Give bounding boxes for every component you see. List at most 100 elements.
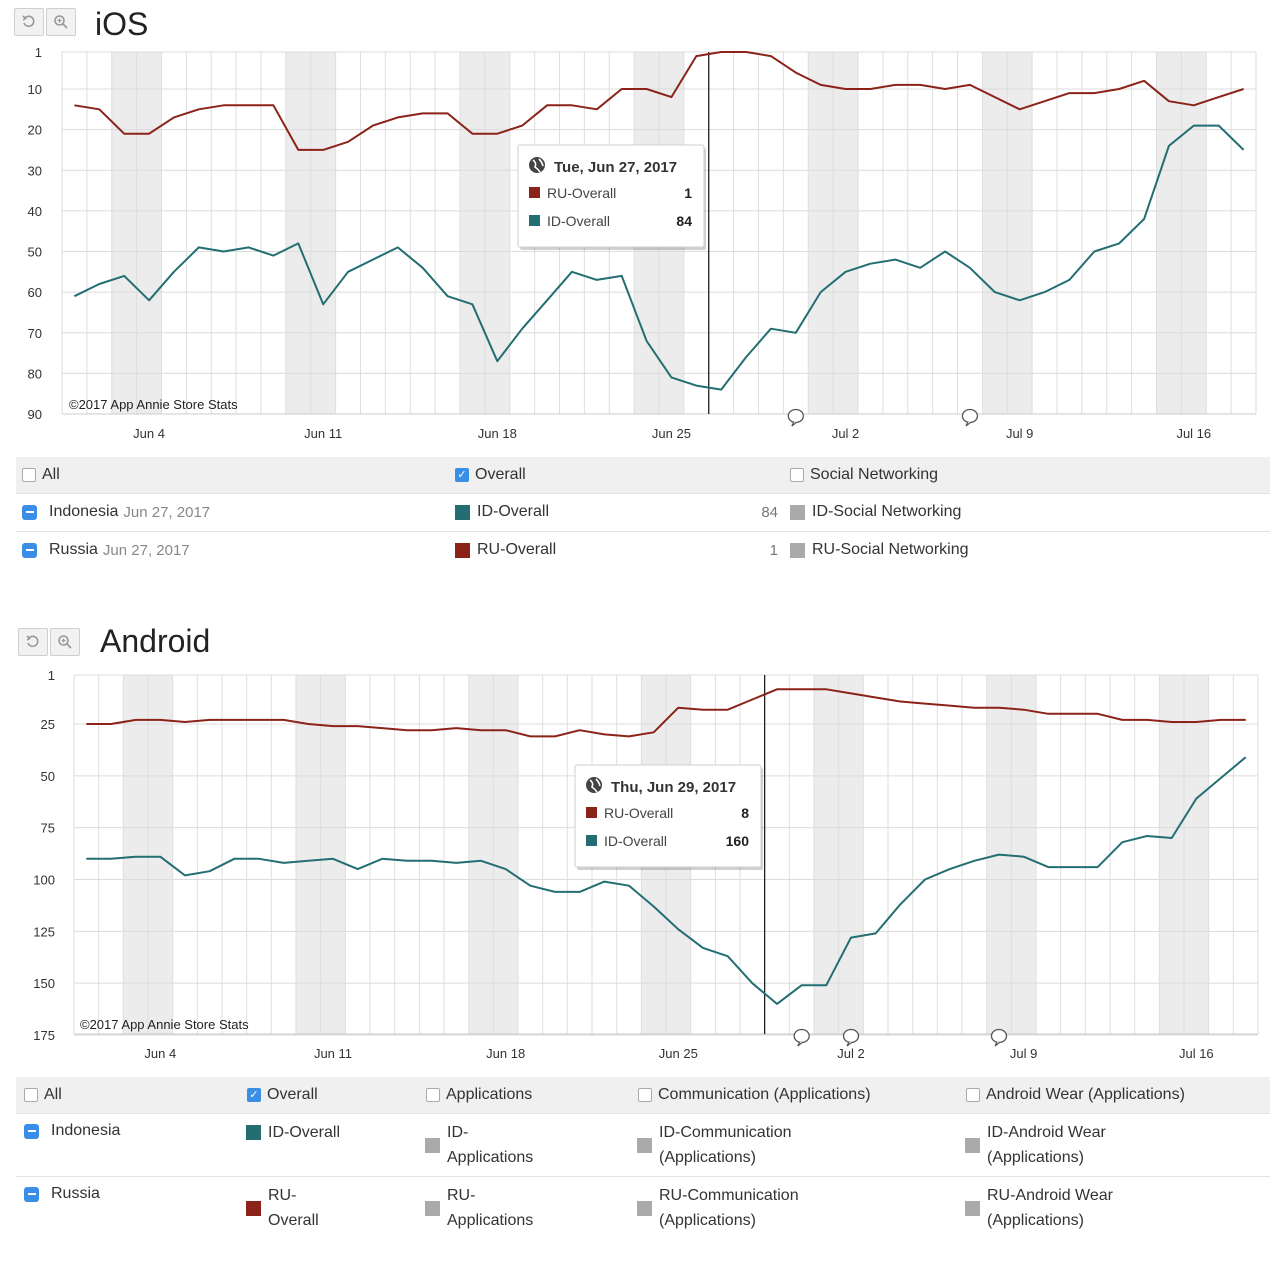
x-tick-label: Jul 2 — [837, 1046, 864, 1061]
applications-checkbox[interactable] — [426, 1088, 440, 1102]
y-tick-label: 25 — [41, 717, 55, 732]
y-tick-label: 90 — [28, 407, 42, 422]
y-tick-label: 40 — [28, 204, 42, 219]
filter-applications[interactable]: Applications — [426, 1086, 532, 1104]
series-label-line2: (Applications) — [987, 1212, 1084, 1229]
android-legend-header: All Overall Applications Communication (… — [16, 1077, 1270, 1113]
y-tick-label: 60 — [28, 285, 42, 300]
id-applications-swatch — [425, 1137, 440, 1153]
reset-zoom-button[interactable] — [14, 8, 44, 36]
annotation-bubble-icon[interactable] — [787, 408, 804, 427]
bubble-shape — [787, 408, 804, 424]
series-label-line2: (Applications) — [659, 1149, 756, 1166]
bubble-shape — [990, 1028, 1008, 1044]
all-checkbox[interactable] — [24, 1088, 38, 1102]
tooltip-box — [574, 764, 762, 868]
series-toggle-id-overall[interactable]: ID-Overall — [455, 503, 549, 521]
filter-all[interactable]: All — [22, 466, 60, 484]
ru-wear-swatch — [965, 1200, 980, 1216]
all-label: All — [42, 466, 60, 483]
series-toggle-id-wear[interactable]: ID-Android Wear (Applications) — [965, 1120, 1106, 1170]
series-label-line2: (Applications) — [659, 1212, 756, 1229]
wear-checkbox[interactable] — [966, 1088, 980, 1102]
y-tick-label: 100 — [33, 872, 55, 887]
legend-row-russia: Russia Jun 27, 2017 RU-Overall 1 RU-Socia… — [16, 531, 1270, 569]
reset-zoom-button[interactable] — [18, 628, 48, 656]
series-label-line1: ID- — [447, 1124, 469, 1141]
vertical-gridlines — [61, 52, 1257, 414]
ios-rank-chart[interactable]: 1 10 20 30 40 50 60 70 80 90 Jun 4 Jun 11 Jun 18 Jun … — [0, 0, 1280, 450]
series-label-line1: ID-Android Wear — [987, 1124, 1106, 1141]
filter-android-wear[interactable]: Android Wear (Applications) — [966, 1086, 1185, 1104]
globe-icon — [529, 157, 545, 173]
android-toolbar — [18, 628, 82, 656]
ru-overall-line[interactable] — [86, 688, 1246, 738]
all-checkbox[interactable] — [22, 468, 36, 482]
series-label: RU-Overall — [477, 541, 557, 558]
id-social-swatch — [790, 504, 805, 520]
social-checkbox[interactable] — [790, 468, 804, 482]
date-label: Jun 27, 2017 — [102, 541, 190, 559]
android-legend: All Overall Applications Communication (… — [16, 1077, 1270, 1239]
id-communication-swatch — [637, 1137, 652, 1153]
filter-communication[interactable]: Communication (Applications) — [638, 1086, 871, 1104]
bubble-tail — [994, 1041, 1001, 1047]
overall-checkbox[interactable] — [247, 1088, 261, 1102]
collapse-russia-button[interactable] — [24, 1186, 39, 1202]
id-overall-line[interactable] — [73, 124, 1245, 391]
zoom-button[interactable] — [50, 628, 80, 656]
ru-applications-swatch — [425, 1200, 440, 1216]
series-label-line1: RU- — [268, 1187, 297, 1204]
x-tick-label: Jul 9 — [1010, 1046, 1037, 1061]
series-toggle-ru-wear[interactable]: RU-Android Wear (Applications) — [965, 1183, 1113, 1233]
zoom-in-icon — [54, 15, 68, 29]
tooltip-series-label: RU-Overall — [547, 185, 616, 201]
id-overall-line[interactable] — [86, 756, 1247, 1005]
series-toggle-ru-social[interactable]: RU-Social Networking — [790, 541, 969, 559]
series-toggle-id-social[interactable]: ID-Social Networking — [790, 503, 961, 521]
series-toggle-ru-communication[interactable]: RU-Communication (Applications) — [637, 1183, 799, 1233]
series-value: 84 — [761, 504, 778, 521]
x-tick-label: Jun 18 — [478, 426, 517, 441]
legend-row-indonesia: Indonesia Jun 27, 2017 ID-Overall 84 ID-S… — [16, 493, 1270, 531]
applications-label: Applications — [446, 1086, 533, 1103]
zoom-button[interactable] — [46, 8, 76, 36]
tooltip-swatch — [529, 187, 540, 198]
filter-social-networking[interactable]: Social Networking — [790, 466, 938, 484]
annotation-bubble-icon[interactable] — [961, 408, 979, 427]
series-toggle-id-applications[interactable]: ID- Applications — [425, 1120, 533, 1170]
annotation-bubble-icon[interactable] — [793, 1028, 810, 1047]
filter-all[interactable]: All — [24, 1086, 62, 1104]
bubble-shape — [842, 1028, 860, 1044]
filter-overall[interactable]: Overall — [247, 1086, 318, 1104]
y-tick-label: 50 — [41, 769, 55, 784]
y-tick-label: 20 — [28, 123, 42, 138]
series-toggle-id-communication[interactable]: ID-Communication (Applications) — [637, 1120, 791, 1170]
id-overall-swatch — [455, 504, 470, 520]
collapse-indonesia-button[interactable] — [22, 504, 37, 520]
series-toggle-ru-overall[interactable]: RU-Overall — [455, 541, 556, 559]
x-tick-label: Jul 2 — [832, 426, 859, 441]
annotation-bubble-icon[interactable] — [842, 1028, 860, 1047]
series-toggle-ru-applications[interactable]: RU- Applications — [425, 1183, 533, 1233]
zoom-in-icon — [58, 635, 72, 649]
series-toggle-ru-overall[interactable]: RU-Overall — [246, 1183, 319, 1233]
y-tick-label: 80 — [28, 366, 42, 381]
annotation-bubble-icon[interactable] — [990, 1028, 1008, 1047]
communication-checkbox[interactable] — [638, 1088, 652, 1102]
collapse-russia-button[interactable] — [22, 542, 37, 558]
ru-overall-line[interactable] — [74, 51, 1244, 151]
overall-checkbox[interactable] — [455, 468, 469, 482]
country-label: Russia — [49, 541, 98, 558]
collapse-indonesia-button[interactable] — [24, 1123, 39, 1139]
tooltip-swatch — [529, 215, 540, 226]
series-label-line2: Applications — [447, 1149, 534, 1166]
ru-overall-swatch — [246, 1200, 261, 1216]
tooltip-date: Thu, Jun 29, 2017 — [611, 779, 736, 796]
x-tick-label: Jun 18 — [486, 1046, 525, 1061]
all-label: All — [44, 1086, 62, 1103]
series-toggle-id-overall[interactable]: ID-Overall — [246, 1120, 340, 1145]
filter-overall[interactable]: Overall — [455, 466, 526, 484]
